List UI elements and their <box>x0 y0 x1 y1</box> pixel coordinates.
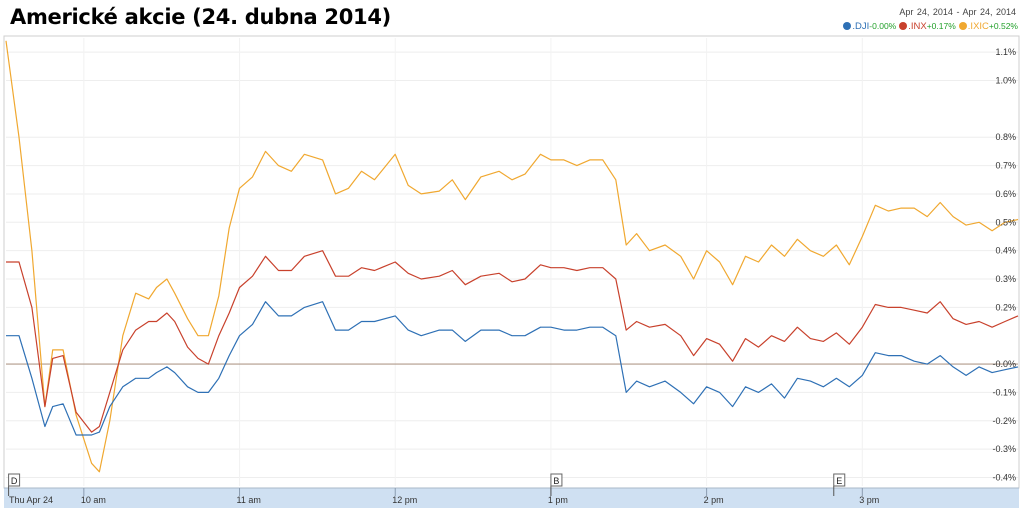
x-tick-label: 3 pm <box>859 495 879 505</box>
y-tick-label: 0.8% <box>995 132 1016 142</box>
time-axis-bar <box>4 488 1019 508</box>
y-tick-label: 0.6% <box>995 189 1016 199</box>
legend-item-dji[interactable]: .DJI-0.00% <box>843 21 896 32</box>
date-range-to: Apr 24, 2014 <box>962 7 1016 17</box>
y-tick-label: 0.3% <box>995 274 1016 284</box>
y-tick-label: 0.5% <box>995 217 1016 227</box>
plot-frame <box>3 35 1020 489</box>
date-range: Apr 24, 2014 - Apr 24, 2014 <box>899 7 1016 17</box>
y-tick-label: 0.7% <box>995 161 1016 171</box>
x-tick-label: 11 am <box>237 495 261 505</box>
y-tick-label: 1.0% <box>995 76 1016 86</box>
legend-series-name: .INX <box>908 21 927 32</box>
y-tick-label: -0.2% <box>992 416 1016 426</box>
legend-dot <box>958 22 967 30</box>
legend-series-change: -0.00% <box>869 21 897 31</box>
y-tick-label: 0.4% <box>995 246 1016 256</box>
y-tick-label: 1.1% <box>995 47 1016 57</box>
legend-series-name: .IXIC <box>967 21 989 32</box>
legend-dot <box>899 22 908 30</box>
legend-series-name: .DJI <box>852 21 870 32</box>
legend-series-change: +0.52% <box>988 21 1018 31</box>
date-range-separator: - <box>956 7 960 17</box>
y-tick-label: -0.3% <box>992 444 1016 454</box>
x-axis: Thu Apr 24 10 am 11 am 12 pm 1 pm 2 pm 3 pm <box>9 488 879 505</box>
x-tick-label: 12 pm <box>392 495 417 505</box>
legend-item-inx[interactable]: .INX+0.17% <box>899 21 956 32</box>
x-tick-label: 1 pm <box>548 495 568 505</box>
y-tick-label: -0.4% <box>992 472 1016 482</box>
y-axis: 1.1% 1.0% 0.8% 0.7% 0.6% 0.5% 0.4% 0.3% 0.2% -0.0… <box>992 47 1016 482</box>
x-tick-label: 2 pm <box>704 495 724 505</box>
series-lines <box>5 40 1019 473</box>
legend-series-change: +0.17% <box>926 21 956 31</box>
legend: .DJI-0.00% .INX+0.17% .IXIC+0.52% <box>840 21 1018 32</box>
series-line-ixic <box>5 40 1019 473</box>
news-marker-label: D <box>11 476 18 486</box>
x-tick-label: 10 am <box>81 495 106 505</box>
y-tick-label: -0.1% <box>992 387 1016 397</box>
news-marker-box[interactable] <box>8 473 21 487</box>
news-marker-e[interactable]: E <box>833 473 846 496</box>
x-tick-label: Thu Apr 24 <box>9 495 53 505</box>
news-marker-box[interactable] <box>833 473 846 487</box>
series-line-dji <box>6 301 1019 436</box>
series-line-inx <box>6 250 1019 433</box>
y-tick-label: -0.0% <box>992 359 1016 369</box>
grid-lines <box>6 38 1018 486</box>
news-marker-label: B <box>553 476 559 486</box>
news-marker-d[interactable]: D <box>8 473 21 496</box>
legend-item-ixic[interactable]: .IXIC+0.52% <box>958 21 1018 32</box>
news-marker-b[interactable]: B <box>550 473 563 496</box>
news-marker-box[interactable] <box>550 473 563 487</box>
date-range-from: Apr 24, 2014 <box>899 7 953 17</box>
legend-dot <box>843 22 852 30</box>
y-tick-label: 0.2% <box>995 302 1016 312</box>
news-marker-label: E <box>836 476 842 486</box>
chart-title: Americké akcie (24. dubna 2014) <box>10 5 391 29</box>
